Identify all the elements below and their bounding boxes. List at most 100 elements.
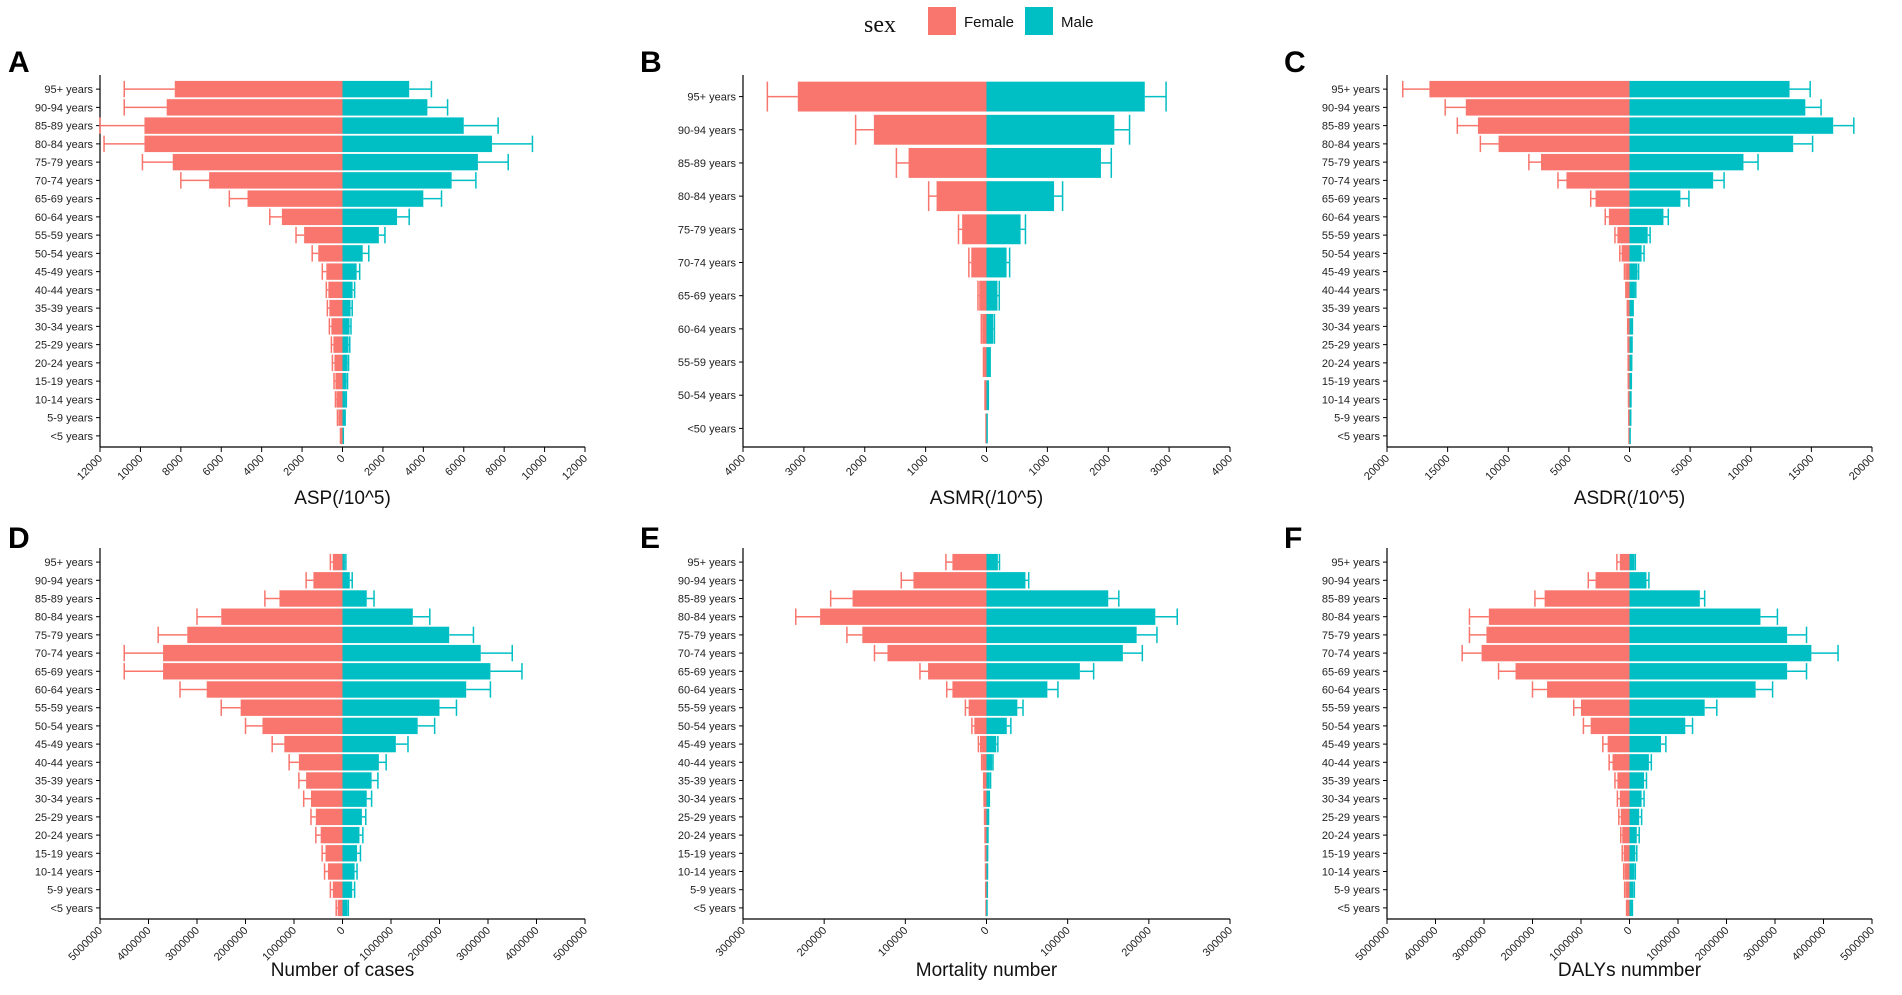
bar-male <box>1629 172 1714 189</box>
legend-swatch-female <box>928 7 956 35</box>
bar-female <box>1607 735 1630 753</box>
bar-male <box>1629 117 1834 134</box>
y-tick-label: 40-44 years <box>35 757 94 769</box>
bar-female <box>968 699 987 716</box>
bar-male <box>1629 863 1635 880</box>
bar-female <box>332 553 343 571</box>
y-tick-label: 90-94 years <box>1322 102 1381 114</box>
y-tick-label: 50-54 years <box>35 248 94 260</box>
y-tick-label: 50-54 years <box>678 390 737 402</box>
bar-male <box>342 172 452 189</box>
bar-male <box>986 247 1007 278</box>
y-tick-label: 15-19 years <box>1322 848 1381 860</box>
bar-female <box>144 135 343 153</box>
x-tick-label: 15000 <box>1423 453 1453 483</box>
bar-male <box>1629 790 1642 807</box>
bar-male <box>342 863 355 880</box>
y-tick-label: 10-14 years <box>35 394 94 406</box>
y-tick-label: 70-74 years <box>678 648 737 660</box>
y-tick-label: 65-69 years <box>1322 666 1381 678</box>
bar-female <box>163 644 343 662</box>
bar-female <box>1547 681 1630 698</box>
bar-male <box>342 117 464 134</box>
bar-male <box>342 608 413 625</box>
y-tick-label: 65-69 years <box>35 666 94 678</box>
y-tick-label: <5 years <box>1338 431 1381 443</box>
bar-female <box>325 845 343 862</box>
bar-female <box>862 626 987 644</box>
bar-female <box>206 681 343 698</box>
y-tick-label: 85-89 years <box>35 121 94 133</box>
bar-male <box>1629 626 1788 644</box>
x-tick-label: 6000 <box>443 453 469 479</box>
bar-male <box>1629 226 1648 244</box>
bar-male <box>342 572 350 589</box>
bar-female <box>144 117 343 134</box>
bar-male <box>342 354 348 372</box>
bar-male <box>342 299 351 317</box>
bar-female <box>1619 553 1630 571</box>
bar-female <box>172 153 343 171</box>
bar-female <box>1465 99 1630 116</box>
y-tick-label: 95+ years <box>1331 557 1380 569</box>
bar-male <box>986 754 993 771</box>
bar-female <box>328 281 343 299</box>
y-tick-label: <50 years <box>687 423 736 435</box>
y-tick-label: 65-69 years <box>678 291 737 303</box>
x-tick-label: 10000 <box>1483 453 1513 483</box>
legend: sex Female Male <box>864 7 1094 38</box>
y-tick-label: 5-9 years <box>47 885 93 897</box>
bar-female <box>1628 354 1630 372</box>
bar-female <box>1625 881 1630 898</box>
bar-female <box>1626 281 1630 299</box>
bar-female <box>797 81 987 112</box>
x-axis-title: ASP(/10^5) <box>294 488 391 509</box>
x-tick-label: 100000 <box>876 925 910 959</box>
y-tick-label: 45-49 years <box>1322 267 1381 279</box>
y-tick-label: 60-64 years <box>35 685 94 697</box>
y-tick-label: 20-24 years <box>35 830 94 842</box>
bar-male <box>342 626 450 644</box>
bar-female <box>913 572 987 589</box>
y-tick-label: 35-39 years <box>678 776 737 788</box>
y-tick-label: 35-39 years <box>1322 303 1381 315</box>
bar-female <box>820 608 987 625</box>
bar-male <box>986 380 989 411</box>
y-tick-label: 70-74 years <box>678 258 737 270</box>
x-tick-label: 0 <box>979 453 992 466</box>
x-tick-label: 2000 <box>844 453 870 479</box>
bar-male <box>1629 299 1633 317</box>
x-tick-label: 2000000 <box>406 925 445 964</box>
y-tick-label: 60-64 years <box>678 685 737 697</box>
y-tick-label: 25-29 years <box>35 340 94 352</box>
bar-female <box>304 226 343 244</box>
bar-male <box>1629 372 1632 390</box>
x-tick-label: 100000 <box>1038 925 1072 959</box>
bar-male <box>342 754 379 771</box>
bar-male <box>986 280 998 311</box>
bar-female <box>1620 808 1630 826</box>
y-tick-label: 90-94 years <box>678 575 737 587</box>
panel-label: D <box>8 522 30 555</box>
x-tick-label: 1000 <box>905 453 931 479</box>
y-tick-label: 85-89 years <box>1322 121 1381 133</box>
x-tick-label: 0 <box>1622 925 1635 938</box>
y-tick-label: 85-89 years <box>1322 594 1381 606</box>
bar-female <box>340 427 343 445</box>
bar-male <box>342 681 467 698</box>
x-tick-label: 3000000 <box>454 925 493 964</box>
y-tick-label: 15-19 years <box>1322 376 1381 388</box>
y-tick-label: 90-94 years <box>35 102 94 114</box>
bar-female <box>984 772 987 789</box>
bar-female <box>313 572 343 589</box>
x-tick-label: 4000000 <box>1402 925 1441 964</box>
bar-female <box>1623 845 1630 862</box>
bar-female <box>1540 153 1630 171</box>
panel-label: A <box>8 46 30 79</box>
x-axis-title: ASDR(/10^5) <box>1574 488 1685 509</box>
y-tick-label: 90-94 years <box>1322 575 1381 587</box>
y-tick-label: 40-44 years <box>1322 757 1381 769</box>
x-tick-label: 3000000 <box>1741 925 1780 964</box>
y-tick-label: 80-84 years <box>678 612 737 624</box>
bar-female <box>315 808 343 826</box>
